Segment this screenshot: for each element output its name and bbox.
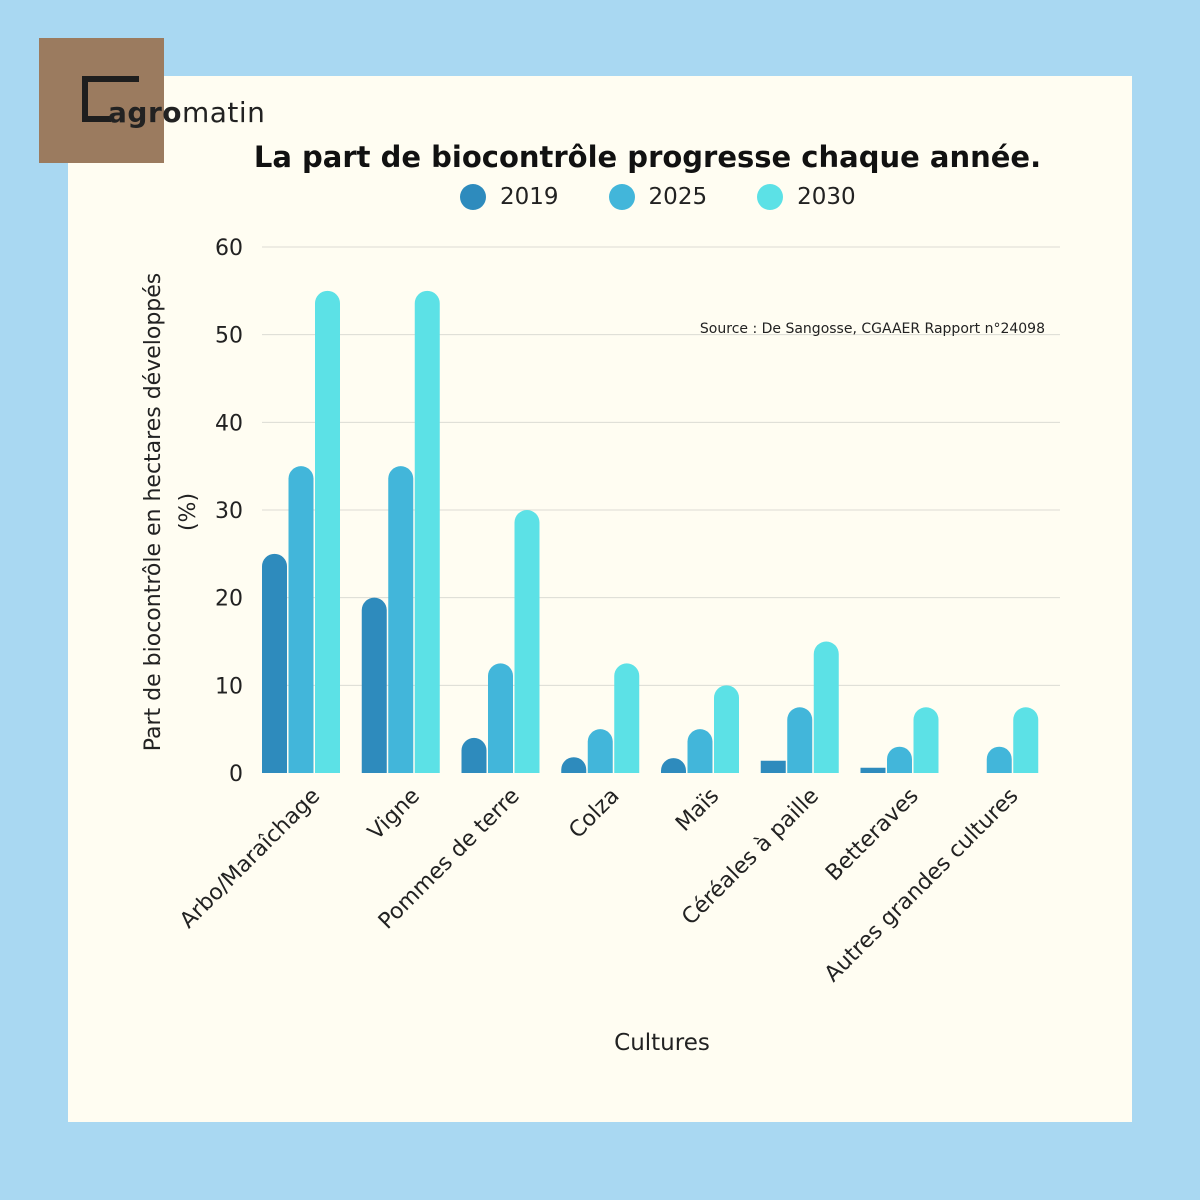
bar-2025	[488, 663, 513, 773]
bar-2019	[860, 767, 886, 773]
legend-label: 2030	[797, 184, 856, 210]
bar-2030	[315, 290, 340, 773]
x-axis-label: Cultures	[614, 1030, 710, 1056]
logo-box	[39, 38, 164, 163]
bar-2019	[760, 760, 786, 773]
legend: 2019 2025 2030	[460, 184, 856, 210]
legend-item-2025: 2025	[608, 184, 708, 210]
x-tick-label: Betteraves	[821, 784, 924, 887]
bar-2025	[986, 746, 1012, 773]
logo-text-bold: agro	[108, 96, 182, 129]
logo-bracket-icon	[82, 76, 139, 122]
source-annotation: Source : De Sangosse, CGAAER Rapport n°2…	[700, 321, 1045, 337]
chart-title: La part de biocontrôle progresse chaque …	[253, 140, 1042, 174]
bar-2030	[714, 685, 739, 773]
bar-2025	[787, 707, 813, 773]
bar-2019	[461, 737, 487, 773]
legend-swatch	[608, 184, 635, 210]
y-tick-label: 0	[229, 762, 243, 787]
logo: agromatin	[108, 96, 265, 129]
legend-swatch	[757, 184, 784, 210]
bar-2019	[262, 553, 287, 773]
bar-2019	[361, 597, 387, 773]
bar-2030	[1013, 707, 1039, 773]
y-tick-label: 20	[215, 587, 243, 612]
x-tick-label: Colza	[564, 784, 624, 844]
bar-2019	[561, 757, 587, 773]
x-tick-label: Vigne	[363, 784, 425, 846]
bar-2025	[288, 466, 314, 773]
legend-item-2030: 2030	[757, 184, 856, 210]
bar-2025	[687, 729, 713, 773]
bar-2025	[587, 729, 613, 773]
y-axis-label: Part de biocontrôle en hectares développ…	[141, 273, 166, 752]
y-tick-label: 50	[215, 324, 243, 349]
y-tick-label: 30	[215, 499, 243, 524]
legend-label: 2019	[500, 184, 559, 210]
x-tick-label: Autres grandes cultures	[820, 784, 1024, 988]
y-tick-label: 60	[215, 236, 243, 261]
y-tick-label: 40	[215, 411, 243, 436]
bar-2030	[813, 641, 839, 773]
legend-item-2019: 2019	[460, 184, 559, 210]
bar-2030	[913, 707, 939, 773]
legend-label: 2025	[648, 184, 708, 210]
y-tick-label: 10	[215, 674, 243, 699]
x-tick-label: Arbo/Maraîchage	[175, 784, 325, 934]
logo-text-light: matin	[181, 96, 266, 129]
y-axis-label-unit: (%)	[176, 493, 201, 531]
bar-2030	[414, 290, 440, 773]
chart-card	[68, 76, 1132, 1122]
x-tick-label: Maïs	[671, 784, 724, 837]
bar-2025	[887, 746, 912, 773]
bar-2030	[514, 510, 540, 773]
bar-2025	[388, 466, 414, 773]
bar-2019	[661, 758, 686, 773]
legend-swatch	[460, 184, 486, 210]
bar-2030	[614, 663, 640, 773]
